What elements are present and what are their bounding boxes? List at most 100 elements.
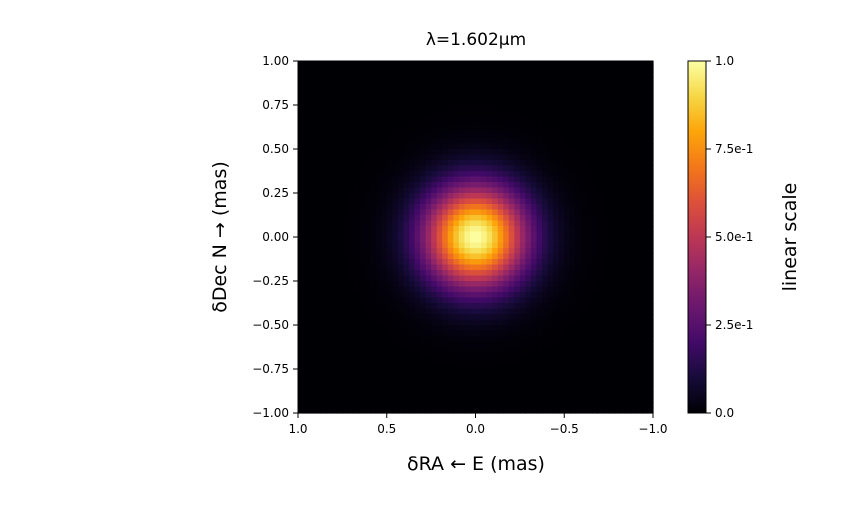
heatmap-cell (603, 319, 610, 326)
heatmap-cell (486, 319, 493, 326)
heatmap-cell (392, 94, 399, 101)
heatmap-cell (403, 121, 410, 128)
heatmap-cell (408, 66, 416, 73)
heatmap-cell (298, 61, 305, 68)
heatmap-cell (481, 297, 488, 304)
heatmap-cell (530, 363, 538, 370)
heatmap-cell (414, 374, 421, 381)
heatmap-cell (519, 303, 527, 310)
heatmap-cell (325, 270, 332, 277)
heatmap-cell (364, 209, 371, 216)
heatmap-cell (580, 319, 588, 326)
heatmap-cell (331, 391, 338, 398)
heatmap-cell (336, 226, 343, 233)
heatmap-cell (564, 297, 571, 304)
heatmap-cell (547, 308, 554, 315)
heatmap-cell (542, 407, 549, 414)
heatmap-cell (320, 369, 327, 376)
heatmap-cell (392, 407, 399, 414)
heatmap-cell (519, 264, 527, 271)
heatmap-cell (647, 149, 654, 156)
heatmap-cell (586, 363, 593, 370)
heatmap-cell (575, 391, 582, 398)
heatmap-cell (325, 165, 332, 172)
heatmap-cell (536, 374, 543, 381)
heatmap-cell (364, 308, 371, 315)
heatmap-cell (519, 77, 527, 84)
heatmap-cell (508, 165, 515, 172)
heatmap-cell (619, 319, 626, 326)
heatmap-cell (619, 193, 626, 200)
heatmap-cell (492, 138, 499, 145)
heatmap-cell (392, 237, 399, 244)
heatmap-cell (475, 347, 482, 354)
heatmap-cell (314, 319, 321, 326)
heatmap-cell (442, 110, 449, 117)
heatmap-cell (542, 270, 549, 277)
heatmap-cell (309, 374, 316, 381)
heatmap-cell (525, 297, 532, 304)
heatmap-cell (325, 226, 332, 233)
heatmap-cell (386, 303, 393, 310)
heatmap-cell (547, 407, 554, 414)
heatmap-cell (436, 308, 443, 315)
heatmap-cell (309, 187, 316, 194)
heatmap-cell (508, 237, 515, 244)
heatmap-cell (630, 165, 637, 172)
heatmap-cell (298, 374, 305, 381)
heatmap-cell (553, 253, 560, 260)
heatmap-cell (536, 165, 543, 172)
heatmap-cell (359, 314, 366, 321)
heatmap-cell (630, 160, 637, 167)
heatmap-cell (397, 171, 404, 178)
heatmap-cell (375, 358, 382, 365)
heatmap-cell (641, 308, 649, 315)
heatmap-cell (431, 242, 438, 249)
heatmap-cell (586, 171, 593, 178)
heatmap-cell (597, 369, 604, 376)
heatmap-cell (492, 198, 499, 205)
heatmap-cell (608, 154, 615, 161)
heatmap-cell (397, 220, 404, 227)
heatmap-cell (481, 105, 488, 112)
heatmap-cell (408, 226, 416, 233)
heatmap-cell (447, 72, 454, 79)
heatmap-cell (497, 220, 504, 227)
heatmap-cell (431, 165, 438, 172)
heatmap-cell (353, 121, 360, 128)
heatmap-cell (314, 171, 321, 178)
heatmap-cell (519, 138, 527, 145)
heatmap-cell (558, 352, 565, 359)
heatmap-cell (619, 352, 626, 359)
heatmap-cell (331, 292, 338, 299)
heatmap-cell (359, 88, 366, 95)
heatmap-cell (586, 402, 593, 409)
heatmap-cell (469, 193, 477, 200)
heatmap-cell (375, 231, 382, 238)
heatmap-cell (425, 314, 432, 321)
heatmap-cell (403, 264, 410, 271)
heatmap-cell (414, 171, 421, 178)
heatmap-cell (403, 88, 410, 95)
heatmap-cell (325, 347, 332, 354)
heatmap-cell (397, 325, 404, 332)
heatmap-cell (591, 253, 599, 260)
heatmap-cell (564, 160, 571, 167)
heatmap-cell (436, 336, 443, 343)
heatmap-cell (442, 127, 449, 134)
heatmap-cell (619, 72, 626, 79)
heatmap-cell (436, 341, 443, 348)
heatmap-cell (370, 391, 377, 398)
heatmap-cell (614, 264, 621, 271)
heatmap-cell (303, 314, 310, 321)
heatmap-cell (298, 303, 305, 310)
heatmap-cell (636, 99, 643, 106)
heatmap-cell (408, 165, 416, 172)
heatmap-cell (458, 374, 466, 381)
heatmap-cell (469, 352, 477, 359)
heatmap-cell (364, 99, 371, 106)
heatmap-cell (630, 127, 637, 134)
heatmap-cell (453, 182, 460, 189)
heatmap-cell (542, 187, 549, 194)
heatmap-cell (503, 110, 510, 117)
